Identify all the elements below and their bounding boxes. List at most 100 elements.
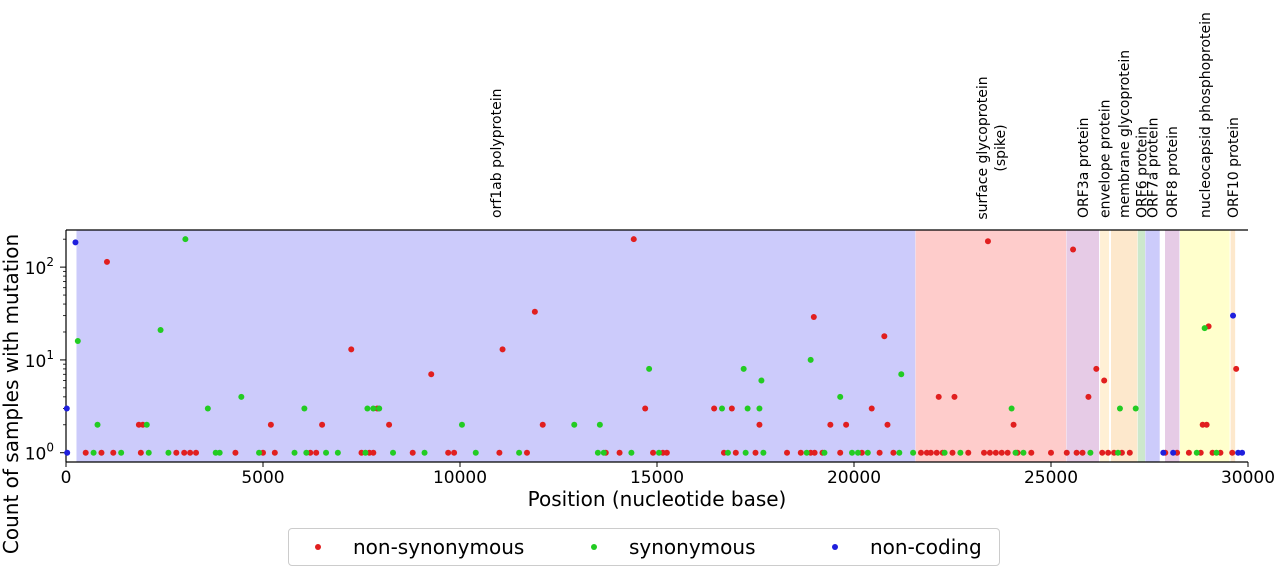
point-synonymous-59 [1012, 449, 1019, 456]
gene-label-2-0: ORF3a protein [1076, 117, 1092, 218]
point-synonymous-51 [821, 449, 828, 456]
point-non-synonymous-23 [868, 405, 875, 412]
point-synonymous-20 [898, 371, 905, 378]
point-non-synonymous-21 [827, 421, 834, 428]
point-synonymous-19 [837, 393, 844, 400]
legend-label-non-synonymous: non-synonymous [353, 535, 525, 559]
legend-item-non-coding: non-coding [832, 535, 982, 559]
point-non-synonymous-65 [797, 449, 804, 456]
point-non-synonymous-19 [728, 405, 735, 412]
point-non-synonymous-87 [1048, 449, 1054, 456]
y-tick-label-1: 101 [25, 348, 54, 372]
point-non-synonymous-60 [663, 449, 670, 456]
point-non-synonymous-95 [1126, 449, 1133, 456]
point-non-synonymous-37 [110, 449, 117, 456]
point-non-synonymous-50 [370, 449, 377, 456]
point-synonymous-62 [1114, 449, 1121, 456]
gene-label-8-0: nucleocapsid phosphoprotein [1198, 12, 1214, 218]
point-synonymous-53 [854, 449, 861, 456]
point-synonymous-14 [740, 365, 747, 372]
point-synonymous-17 [756, 405, 763, 412]
point-synonymous-60 [1020, 449, 1027, 456]
point-non-synonymous-78 [949, 449, 956, 456]
point-synonymous-32 [216, 449, 223, 456]
point-non-synonymous-40 [181, 449, 188, 456]
point-non-synonymous-33 [1233, 365, 1240, 372]
point-non-synonymous-67 [811, 449, 818, 456]
legend-marker-non-synonymous [315, 544, 321, 550]
gene-label-7-0: ORF8 protein [1165, 126, 1181, 218]
point-synonymous-2 [157, 327, 164, 334]
point-synonymous-64 [1213, 449, 1220, 456]
gene-region-6 [1145, 230, 1160, 462]
point-non-synonymous-5 [630, 236, 637, 243]
point-non-synonymous-76 [933, 449, 940, 456]
point-synonymous-27 [90, 449, 97, 456]
gene-region-7 [1165, 230, 1180, 462]
point-non-synonymous-36 [98, 449, 105, 456]
point-synonymous-23 [1132, 405, 1139, 412]
legend-label-synonymous: synonymous [629, 535, 756, 559]
point-non-synonymous-15 [386, 421, 393, 428]
point-non-coding-4 [1160, 449, 1167, 456]
point-non-synonymous-27 [1010, 421, 1017, 428]
point-non-synonymous-2 [428, 371, 435, 378]
point-synonymous-28 [118, 449, 125, 456]
point-non-synonymous-73 [917, 449, 924, 456]
point-non-synonymous-79 [965, 449, 972, 456]
point-synonymous-46 [655, 449, 662, 456]
point-synonymous-55 [896, 449, 903, 456]
point-synonymous-47 [724, 449, 731, 456]
point-non-coding-7 [1239, 449, 1246, 456]
point-synonymous-22 [1116, 405, 1123, 412]
point-non-synonymous-98 [1185, 449, 1192, 456]
point-non-synonymous-25 [935, 393, 942, 400]
x-tick-label-2: 10000 [433, 468, 487, 488]
point-non-synonymous-53 [451, 449, 458, 456]
point-synonymous-58 [957, 449, 964, 456]
x-tick-label-3: 15000 [630, 468, 684, 488]
point-non-synonymous-71 [876, 449, 883, 456]
point-non-synonymous-32 [1203, 421, 1210, 428]
legend-marker-non-coding [832, 544, 838, 550]
point-non-synonymous-57 [616, 449, 623, 456]
point-non-synonymous-6 [810, 314, 817, 321]
point-non-synonymous-80 [981, 449, 988, 456]
y-tick-exponent-2: 2 [46, 255, 54, 269]
gene-region-2 [1066, 230, 1100, 462]
point-non-synonymous-69 [837, 449, 844, 456]
point-non-synonymous-81 [986, 449, 993, 456]
legend: non-synonymous synonymous non-coding [288, 528, 1000, 566]
y-axis-label: Count of samples with mutation [0, 234, 23, 554]
point-non-synonymous-86 [1028, 449, 1035, 456]
point-non-coding-0 [72, 239, 79, 246]
point-non-synonymous-83 [998, 449, 1005, 456]
legend-item-synonymous: synonymous [591, 535, 756, 559]
x-axis-label: Position (nucleotide base) [528, 487, 787, 511]
point-non-synonymous-8 [984, 238, 991, 245]
point-synonymous-12 [646, 365, 653, 372]
point-non-synonymous-0 [103, 258, 110, 265]
point-synonymous-5 [301, 405, 308, 412]
point-synonymous-11 [596, 421, 603, 428]
point-non-synonymous-75 [927, 449, 934, 456]
gene-label-9-0: ORF10 protein [1226, 117, 1242, 218]
point-non-synonymous-24 [884, 421, 891, 428]
point-non-synonymous-89 [1073, 449, 1080, 456]
point-non-synonymous-17 [642, 405, 649, 412]
x-tick-label-1: 5000 [241, 468, 284, 488]
point-synonymous-44 [600, 449, 607, 456]
point-synonymous-34 [291, 449, 298, 456]
point-synonymous-3 [238, 393, 245, 400]
point-synonymous-63 [1193, 449, 1200, 456]
point-non-coding-3 [64, 449, 71, 456]
point-synonymous-10 [571, 421, 578, 428]
gene-region-1 [915, 230, 1067, 462]
point-non-synonymous-12 [267, 421, 274, 428]
point-synonymous-21 [1008, 405, 1015, 412]
point-non-synonymous-51 [409, 449, 416, 456]
point-non-synonymous-16 [539, 421, 546, 428]
point-synonymous-48 [742, 449, 749, 456]
point-synonymous-16 [758, 377, 765, 384]
point-synonymous-24 [1201, 325, 1208, 332]
